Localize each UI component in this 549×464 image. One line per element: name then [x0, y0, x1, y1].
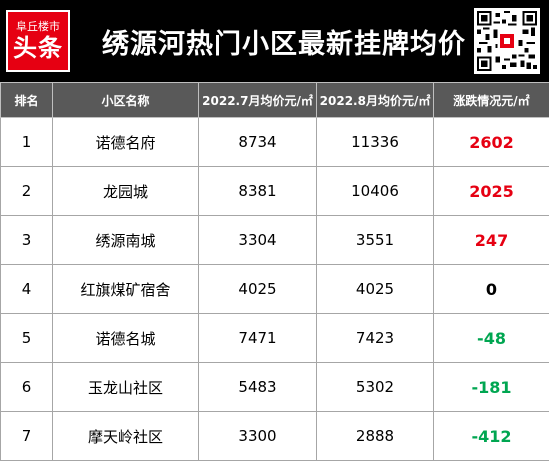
logo-title: 头条 — [13, 33, 63, 62]
july-price-cell: 3304 — [198, 215, 317, 265]
rank-cell: 4 — [0, 264, 53, 314]
rank-cell: 1 — [0, 117, 53, 167]
table-row: 3 绣源南城 3304 3551 247 — [0, 215, 549, 265]
column-header-july-price: 2022.7月均价元/㎡ — [198, 82, 317, 118]
july-price-cell: 5483 — [198, 362, 317, 412]
column-header-august-price: 2022.8月均价元/㎡ — [316, 82, 434, 118]
july-price-cell: 4025 — [198, 264, 317, 314]
qr-code-icon — [474, 8, 540, 74]
change-cell: 247 — [433, 215, 549, 265]
august-price-cell: 4025 — [316, 264, 434, 314]
change-cell: 0 — [433, 264, 549, 314]
brand-logo: 阜丘楼市 头条 — [6, 10, 70, 72]
rank-cell: 2 — [0, 166, 53, 216]
community-name-cell: 龙园城 — [52, 166, 199, 216]
header-banner: 阜丘楼市 头条 绣源河热门小区最新挂牌均价 — [0, 0, 549, 82]
table-row: 7 摩天岭社区 3300 2888 -412 — [0, 411, 549, 461]
community-name-cell: 诺德名府 — [52, 117, 199, 167]
august-price-cell: 11336 — [316, 117, 434, 167]
column-header-change: 涨跌情况元/㎡ — [433, 82, 549, 118]
july-price-cell: 3300 — [198, 411, 317, 461]
rank-cell: 7 — [0, 411, 53, 461]
rank-cell: 6 — [0, 362, 53, 412]
column-header-name: 小区名称 — [52, 82, 199, 118]
community-name-cell: 绣源南城 — [52, 215, 199, 265]
table-row: 6 玉龙山社区 5483 5302 -181 — [0, 362, 549, 412]
change-cell: -48 — [433, 313, 549, 363]
table-row: 2 龙园城 8381 10406 2025 — [0, 166, 549, 216]
change-cell: 2025 — [433, 166, 549, 216]
table-row: 4 红旗煤矿宿舍 4025 4025 0 — [0, 264, 549, 314]
july-price-cell: 8381 — [198, 166, 317, 216]
rank-cell: 3 — [0, 215, 53, 265]
page-title: 绣源河热门小区最新挂牌均价 — [102, 28, 466, 60]
table-row: 5 诺德名城 7471 7423 -48 — [0, 313, 549, 363]
july-price-cell: 8734 — [198, 117, 317, 167]
change-cell: 2602 — [433, 117, 549, 167]
august-price-cell: 2888 — [316, 411, 434, 461]
community-name-cell: 摩天岭社区 — [52, 411, 199, 461]
august-price-cell: 5302 — [316, 362, 434, 412]
august-price-cell: 7423 — [316, 313, 434, 363]
price-table: 排名 小区名称 2022.7月均价元/㎡ 2022.8月均价元/㎡ 涨跌情况元/… — [0, 82, 549, 461]
community-name-cell: 诺德名城 — [52, 313, 199, 363]
change-cell: -181 — [433, 362, 549, 412]
table-header-row: 排名 小区名称 2022.7月均价元/㎡ 2022.8月均价元/㎡ 涨跌情况元/… — [0, 82, 549, 118]
august-price-cell: 3551 — [316, 215, 434, 265]
july-price-cell: 7471 — [198, 313, 317, 363]
table-row: 1 诺德名府 8734 11336 2602 — [0, 117, 549, 167]
rank-cell: 5 — [0, 313, 53, 363]
logo-subtitle: 阜丘楼市 — [16, 19, 60, 33]
change-cell: -412 — [433, 411, 549, 461]
community-name-cell: 红旗煤矿宿舍 — [52, 264, 199, 314]
august-price-cell: 10406 — [316, 166, 434, 216]
column-header-rank: 排名 — [0, 82, 53, 118]
community-name-cell: 玉龙山社区 — [52, 362, 199, 412]
